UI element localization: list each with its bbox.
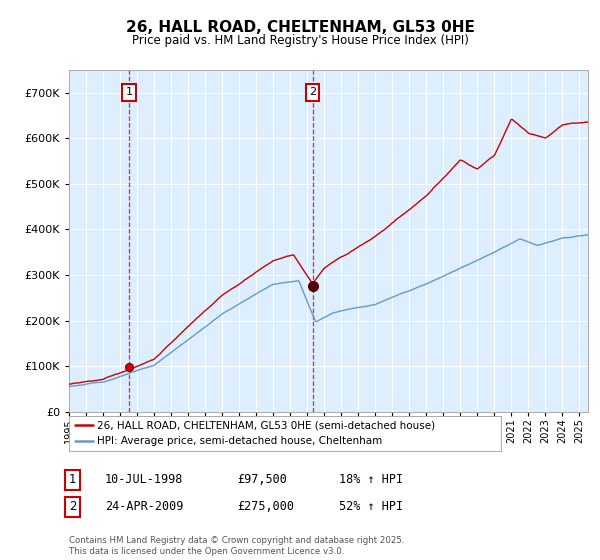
Text: 24-APR-2009: 24-APR-2009: [105, 500, 184, 514]
Text: 52% ↑ HPI: 52% ↑ HPI: [339, 500, 403, 514]
Text: 1: 1: [125, 87, 133, 97]
Text: 10-JUL-1998: 10-JUL-1998: [105, 473, 184, 487]
Text: 2: 2: [69, 500, 77, 514]
Text: HPI: Average price, semi-detached house, Cheltenham: HPI: Average price, semi-detached house,…: [97, 436, 382, 446]
Text: £275,000: £275,000: [237, 500, 294, 514]
Text: 2: 2: [309, 87, 316, 97]
Text: 26, HALL ROAD, CHELTENHAM, GL53 0HE (semi-detached house): 26, HALL ROAD, CHELTENHAM, GL53 0HE (sem…: [97, 420, 435, 430]
Text: 18% ↑ HPI: 18% ↑ HPI: [339, 473, 403, 487]
Text: £97,500: £97,500: [237, 473, 287, 487]
Text: Contains HM Land Registry data © Crown copyright and database right 2025.
This d: Contains HM Land Registry data © Crown c…: [69, 536, 404, 556]
Text: 1: 1: [69, 473, 77, 487]
Text: Price paid vs. HM Land Registry's House Price Index (HPI): Price paid vs. HM Land Registry's House …: [131, 34, 469, 46]
Text: 26, HALL ROAD, CHELTENHAM, GL53 0HE: 26, HALL ROAD, CHELTENHAM, GL53 0HE: [125, 20, 475, 35]
